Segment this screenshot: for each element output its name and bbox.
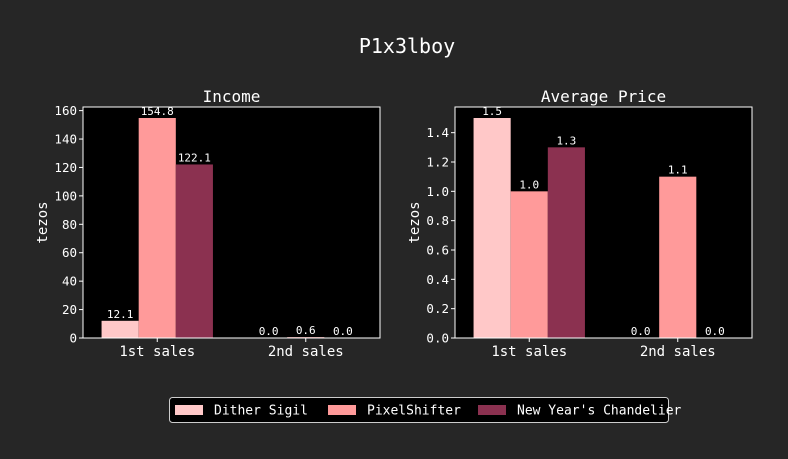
legend-box — [169, 397, 669, 423]
chart-panel-2: Average Price tezos 0.0 0.2 0.4 0.6 0.8 1.0 1.2 1… — [407, 87, 753, 360]
y-tick-label: 160 — [54, 103, 77, 118]
bar — [547, 147, 585, 338]
bar — [138, 118, 176, 338]
y-tick-label: 1.2 — [426, 155, 449, 170]
legend-label: Dither Sigil — [214, 404, 308, 419]
legend-label: New Year's Chandelier — [517, 404, 682, 419]
legend-swatch — [478, 405, 506, 415]
data-label: 0.0 — [333, 325, 353, 338]
y-tick-label: 40 — [62, 274, 77, 289]
data-label: 1.3 — [556, 134, 576, 147]
chart-title: Average Price — [541, 87, 666, 106]
figure-title: P1x3lboy — [359, 34, 455, 58]
data-label: 0.0 — [259, 325, 279, 338]
x-tick-label: 2nd sales — [268, 344, 344, 360]
chart-title: Income — [203, 87, 261, 106]
bar — [510, 191, 548, 338]
legend-label: PixelShifter — [367, 404, 461, 419]
data-label: 154.8 — [141, 105, 174, 118]
y-axis-label: tezos — [35, 201, 51, 243]
plot-frame — [454, 106, 753, 339]
data-label: 0.6 — [296, 324, 316, 337]
y-tick-label: 140 — [54, 132, 77, 147]
x-tick-label: 2nd sales — [640, 344, 716, 360]
data-label: 1.5 — [482, 105, 502, 118]
data-label: 122.1 — [178, 151, 211, 164]
bar — [175, 164, 213, 338]
y-tick-label: 1.4 — [426, 125, 449, 140]
charts: Income tezos 0 20 40 60 80 100 120 140 160 1st sale… — [35, 87, 753, 360]
y-tick-label: 0.8 — [426, 213, 449, 228]
y-tick-label: 0.4 — [426, 272, 449, 287]
y-tick-label: 80 — [62, 217, 77, 232]
legend-swatch — [175, 405, 203, 415]
y-tick-label: 100 — [54, 188, 77, 203]
y-axis-label: tezos — [407, 201, 423, 243]
y-tick-label: 0.2 — [426, 301, 449, 316]
bar — [473, 118, 511, 338]
y-tick-label: 0.6 — [426, 243, 449, 258]
data-label: 12.1 — [107, 308, 134, 321]
data-label: 1.0 — [519, 178, 539, 191]
y-tick-label: 0 — [69, 331, 77, 346]
bar — [659, 176, 697, 338]
y-tick-label: 0.0 — [426, 331, 449, 346]
data-label: 1.1 — [668, 164, 688, 177]
chart-panel-1: Income tezos 0 20 40 60 80 100 120 140 160 1st sale… — [35, 87, 381, 360]
x-tick-label: 1st sales — [119, 344, 195, 360]
y-tick-label: 120 — [54, 160, 77, 175]
x-tick-label: 1st sales — [491, 344, 567, 360]
y-tick-label: 60 — [62, 245, 77, 260]
plot-area — [83, 107, 380, 338]
y-tick-label: 20 — [62, 302, 77, 317]
data-label: 0.0 — [631, 325, 651, 338]
legend: Dither Sigil PixelShifter New Year's Chand… — [169, 397, 682, 423]
legend-swatch — [328, 405, 356, 415]
bar — [101, 320, 139, 338]
y-tick-label: 1.0 — [426, 184, 449, 199]
plot-frame — [82, 106, 381, 339]
data-label: 0.0 — [705, 325, 725, 338]
